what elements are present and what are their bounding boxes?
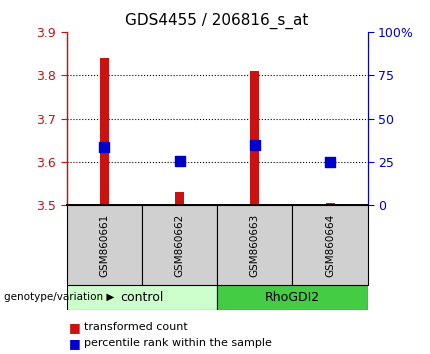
FancyBboxPatch shape <box>142 205 217 285</box>
FancyBboxPatch shape <box>67 285 217 310</box>
Text: transformed count: transformed count <box>84 322 187 332</box>
Bar <box>250 71 259 205</box>
Text: genotype/variation ▶: genotype/variation ▶ <box>4 292 115 302</box>
FancyBboxPatch shape <box>217 285 368 310</box>
Point <box>101 144 108 150</box>
Point <box>251 143 258 148</box>
FancyBboxPatch shape <box>217 205 292 285</box>
Point <box>176 158 183 164</box>
Text: GSM860663: GSM860663 <box>250 213 260 277</box>
Text: RhoGDI2: RhoGDI2 <box>265 291 320 304</box>
Bar <box>326 203 335 205</box>
Text: control: control <box>120 291 163 304</box>
Text: GSM860661: GSM860661 <box>99 213 109 277</box>
Bar <box>175 192 184 205</box>
Text: percentile rank within the sample: percentile rank within the sample <box>84 338 272 348</box>
FancyBboxPatch shape <box>67 205 142 285</box>
Point <box>327 159 334 164</box>
Text: ■: ■ <box>69 337 80 350</box>
Text: ■: ■ <box>69 321 80 334</box>
Text: GSM860664: GSM860664 <box>325 213 335 277</box>
Title: GDS4455 / 206816_s_at: GDS4455 / 206816_s_at <box>126 13 309 29</box>
Bar <box>100 58 109 205</box>
Text: GSM860662: GSM860662 <box>175 213 184 277</box>
FancyBboxPatch shape <box>292 205 368 285</box>
